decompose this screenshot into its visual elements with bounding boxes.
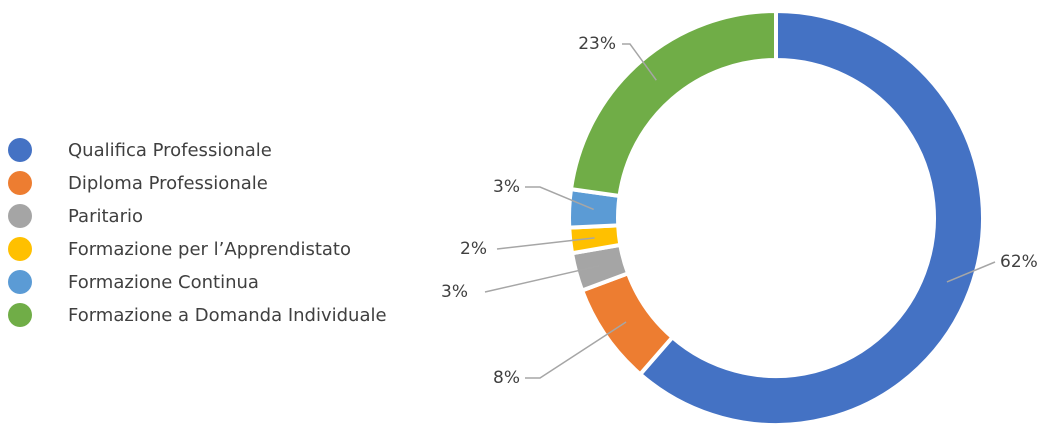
- leader-line: [484, 264, 601, 293]
- legend-label: Formazione per l’Apprendistato: [68, 239, 351, 260]
- data-label: 8%: [493, 368, 520, 388]
- legend-label: Qualifica Professionale: [68, 140, 272, 161]
- leader-line: [496, 237, 595, 250]
- data-label: 23%: [578, 34, 616, 54]
- legend-label: Paritario: [68, 206, 143, 227]
- legend-label: Formazione Continua: [68, 272, 259, 293]
- legend-label: Formazione a Domanda Individuale: [68, 305, 387, 326]
- legend-swatch: [8, 171, 32, 195]
- leader-line: [622, 43, 657, 81]
- leader-line: [525, 321, 627, 379]
- data-label: 62%: [1000, 252, 1038, 272]
- legend-swatch: [8, 237, 32, 261]
- data-label: 2%: [460, 239, 487, 259]
- data-label: 3%: [441, 282, 468, 302]
- legend-label: Diploma Professionale: [68, 173, 268, 194]
- legend-swatch: [8, 303, 32, 327]
- legend-swatch: [8, 138, 32, 162]
- data-label: 3%: [493, 177, 520, 197]
- leader-line: [525, 186, 594, 211]
- donut-segment: [637, 8, 985, 424]
- donut-segment: [568, 8, 778, 199]
- legend-swatch: [8, 204, 32, 228]
- leader-line: [946, 261, 996, 283]
- legend-swatch: [8, 270, 32, 294]
